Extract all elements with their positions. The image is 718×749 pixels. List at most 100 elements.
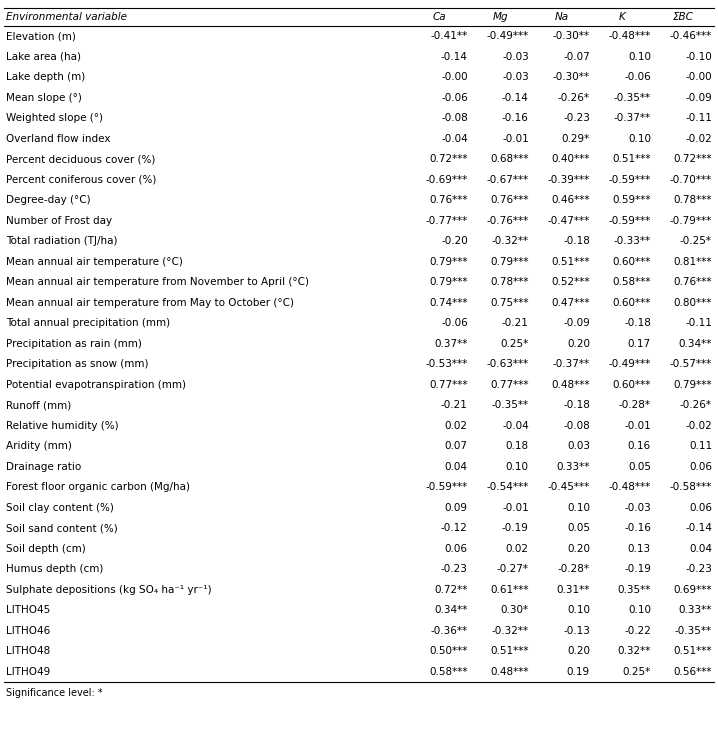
Text: Degree-day (°C): Degree-day (°C) — [6, 195, 90, 205]
Text: -0.28*: -0.28* — [619, 400, 651, 410]
Text: LITHO49: LITHO49 — [6, 667, 50, 677]
Text: -0.35**: -0.35** — [675, 625, 712, 636]
Text: 0.46***: 0.46*** — [551, 195, 590, 205]
Text: Elevation (m): Elevation (m) — [6, 31, 76, 41]
Text: 0.10: 0.10 — [628, 52, 651, 61]
Text: LITHO45: LITHO45 — [6, 605, 50, 615]
Text: 0.30*: 0.30* — [500, 605, 529, 615]
Text: 0.50***: 0.50*** — [429, 646, 467, 656]
Text: 0.10: 0.10 — [567, 605, 590, 615]
Text: -0.33**: -0.33** — [614, 236, 651, 246]
Text: 0.10: 0.10 — [505, 461, 529, 472]
Text: -0.00: -0.00 — [686, 72, 712, 82]
Text: 0.05: 0.05 — [628, 461, 651, 472]
Text: -0.00: -0.00 — [441, 72, 467, 82]
Text: -0.69***: -0.69*** — [426, 175, 467, 185]
Text: -0.53***: -0.53*** — [426, 360, 467, 369]
Text: Overland flow index: Overland flow index — [6, 134, 111, 144]
Text: 0.61***: 0.61*** — [490, 585, 529, 595]
Text: 0.17: 0.17 — [628, 339, 651, 349]
Text: -0.26*: -0.26* — [680, 400, 712, 410]
Text: 0.79***: 0.79*** — [490, 257, 529, 267]
Text: 0.20: 0.20 — [567, 646, 590, 656]
Text: Drainage ratio: Drainage ratio — [6, 461, 81, 472]
Text: -0.58***: -0.58*** — [670, 482, 712, 492]
Text: -0.06: -0.06 — [624, 72, 651, 82]
Text: -0.03: -0.03 — [624, 503, 651, 513]
Text: 0.06: 0.06 — [444, 544, 467, 554]
Text: -0.06: -0.06 — [441, 318, 467, 328]
Text: -0.25*: -0.25* — [680, 236, 712, 246]
Text: 0.68***: 0.68*** — [490, 154, 529, 164]
Text: 0.79***: 0.79*** — [673, 380, 712, 389]
Text: 0.77***: 0.77*** — [490, 380, 529, 389]
Text: Forest floor organic carbon (Mg/ha): Forest floor organic carbon (Mg/ha) — [6, 482, 190, 492]
Text: 0.31**: 0.31** — [556, 585, 590, 595]
Text: -0.35**: -0.35** — [614, 93, 651, 103]
Text: -0.09: -0.09 — [685, 93, 712, 103]
Text: -0.32**: -0.32** — [492, 236, 529, 246]
Text: 0.02: 0.02 — [444, 421, 467, 431]
Text: Aridity (mm): Aridity (mm) — [6, 441, 72, 451]
Text: -0.09: -0.09 — [563, 318, 590, 328]
Text: Weighted slope (°): Weighted slope (°) — [6, 113, 103, 124]
Text: -0.08: -0.08 — [441, 113, 467, 124]
Text: -0.54***: -0.54*** — [487, 482, 529, 492]
Text: 0.48***: 0.48*** — [551, 380, 590, 389]
Text: -0.13: -0.13 — [563, 625, 590, 636]
Text: -0.03: -0.03 — [502, 72, 529, 82]
Text: 0.76***: 0.76*** — [429, 195, 467, 205]
Text: -0.14: -0.14 — [685, 524, 712, 533]
Text: 0.78***: 0.78*** — [673, 195, 712, 205]
Text: Runoff (mm): Runoff (mm) — [6, 400, 71, 410]
Text: 0.58***: 0.58*** — [612, 277, 651, 288]
Text: -0.20: -0.20 — [441, 236, 467, 246]
Text: Environmental variable: Environmental variable — [6, 12, 127, 22]
Text: 0.29*: 0.29* — [561, 134, 590, 144]
Text: Percent coniferous cover (%): Percent coniferous cover (%) — [6, 175, 157, 185]
Text: 0.60***: 0.60*** — [612, 380, 651, 389]
Text: Potential evapotranspiration (mm): Potential evapotranspiration (mm) — [6, 380, 186, 389]
Text: -0.57***: -0.57*** — [670, 360, 712, 369]
Text: -0.19: -0.19 — [502, 524, 529, 533]
Text: 0.10: 0.10 — [628, 605, 651, 615]
Text: 0.60***: 0.60*** — [612, 298, 651, 308]
Text: -0.01: -0.01 — [502, 503, 529, 513]
Text: -0.41**: -0.41** — [431, 31, 467, 41]
Text: 0.33**: 0.33** — [679, 605, 712, 615]
Text: 0.48***: 0.48*** — [490, 667, 529, 677]
Text: -0.18: -0.18 — [563, 236, 590, 246]
Text: 0.40***: 0.40*** — [551, 154, 590, 164]
Text: 0.09: 0.09 — [444, 503, 467, 513]
Text: 0.25*: 0.25* — [623, 667, 651, 677]
Text: Precipitation as snow (mm): Precipitation as snow (mm) — [6, 360, 149, 369]
Text: -0.18: -0.18 — [563, 400, 590, 410]
Text: 0.80***: 0.80*** — [673, 298, 712, 308]
Text: -0.59***: -0.59*** — [609, 175, 651, 185]
Text: 0.37**: 0.37** — [434, 339, 467, 349]
Text: 0.05: 0.05 — [567, 524, 590, 533]
Text: -0.48***: -0.48*** — [609, 482, 651, 492]
Text: -0.19: -0.19 — [624, 564, 651, 574]
Text: 0.32**: 0.32** — [617, 646, 651, 656]
Text: -0.14: -0.14 — [502, 93, 529, 103]
Text: -0.21: -0.21 — [502, 318, 529, 328]
Text: Mean annual air temperature (°C): Mean annual air temperature (°C) — [6, 257, 183, 267]
Text: -0.45***: -0.45*** — [548, 482, 590, 492]
Text: 0.76***: 0.76*** — [673, 277, 712, 288]
Text: -0.14: -0.14 — [441, 52, 467, 61]
Text: 0.04: 0.04 — [689, 544, 712, 554]
Text: -0.32**: -0.32** — [492, 625, 529, 636]
Text: 0.20: 0.20 — [567, 339, 590, 349]
Text: -0.49***: -0.49*** — [487, 31, 529, 41]
Text: -0.07: -0.07 — [563, 52, 590, 61]
Text: -0.30**: -0.30** — [553, 72, 590, 82]
Text: 0.72**: 0.72** — [434, 585, 467, 595]
Text: -0.21: -0.21 — [441, 400, 467, 410]
Text: 0.75***: 0.75*** — [490, 298, 529, 308]
Text: -0.28*: -0.28* — [558, 564, 590, 574]
Text: LITHO46: LITHO46 — [6, 625, 50, 636]
Text: 0.04: 0.04 — [444, 461, 467, 472]
Text: -0.11: -0.11 — [685, 113, 712, 124]
Text: 0.76***: 0.76*** — [490, 195, 529, 205]
